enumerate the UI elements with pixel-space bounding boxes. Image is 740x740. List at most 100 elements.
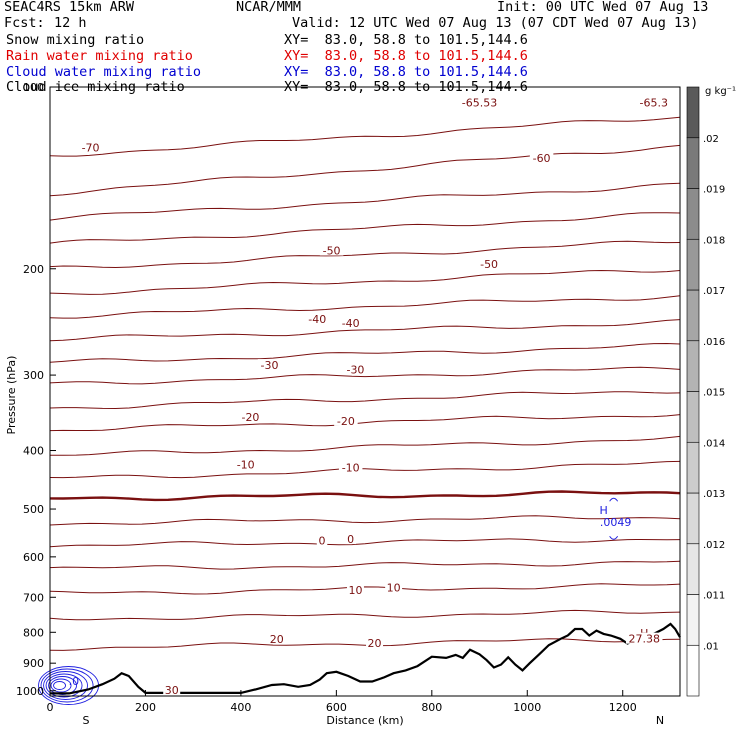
temperature-contour <box>49 182 681 221</box>
colorbar-swatch <box>686 441 700 494</box>
temperature-contours <box>49 116 681 651</box>
org-label: NCAR/MMM <box>236 0 302 15</box>
contour-label-bg <box>334 414 358 426</box>
x-tick-label: 400 <box>230 701 251 714</box>
colorbar-unit: g kg⁻¹ <box>705 86 736 97</box>
colorbar-swatch <box>686 238 700 291</box>
fcst-value: 12 h <box>54 15 87 31</box>
contour-label: -60 <box>533 152 551 165</box>
y-tick-label: 900 <box>23 657 44 670</box>
x-end-label-south: S <box>83 714 90 727</box>
contour-label: -40 <box>308 313 326 326</box>
contour-label-bg <box>305 312 330 324</box>
y-tick-label: 100 <box>23 81 44 94</box>
contour-label: 10 <box>348 584 362 597</box>
colorbar-swatch <box>686 188 700 240</box>
y-axis-title: Pressure (hPa) <box>5 356 18 435</box>
cloud-water-label: .0 <box>69 675 80 688</box>
colorbar-tick-label: .019 <box>703 185 725 196</box>
temperature-contour <box>49 515 681 526</box>
temperature-contour <box>49 583 681 595</box>
temperature-contour <box>49 391 681 410</box>
temperature-contour <box>49 319 681 342</box>
contour-label-bg <box>638 626 650 638</box>
y-tick-label: 800 <box>23 626 44 639</box>
y-tick-label: 400 <box>23 445 44 458</box>
colorbar-tick-label: .02 <box>703 134 719 145</box>
contour-label: -30 <box>346 364 364 377</box>
contour-label: -65.3 <box>640 97 668 110</box>
contour-label-bg <box>343 363 368 375</box>
colorbar-swatch <box>686 86 700 139</box>
y-tick-label: 700 <box>23 591 44 604</box>
model-title: SEAC4RS 15km ARW <box>4 0 135 15</box>
contour-label-bg <box>338 317 363 329</box>
colorbar-swatch <box>686 594 700 646</box>
contour-label-bg <box>366 637 384 649</box>
contour-label-bg <box>316 534 328 546</box>
x-end-label-north: N <box>656 714 664 727</box>
contour-label-bg <box>268 632 286 644</box>
colorbar-tick-label: .017 <box>703 286 725 297</box>
field-snow-name: Snow mixing ratio <box>6 32 145 48</box>
contour-label-bg <box>345 533 356 545</box>
x-tick-label: 600 <box>326 701 347 714</box>
contour-label-bg <box>238 411 263 423</box>
x-axis-title: Distance (km) <box>326 714 403 727</box>
x-tick-label: 1200 <box>609 701 637 714</box>
colorbar-tick-label: .011 <box>703 591 725 602</box>
temperature-contour <box>50 435 681 456</box>
contour-label-bg <box>78 141 103 153</box>
cloud-water-max-marker: H <box>599 504 607 517</box>
temperature-contour <box>49 414 681 432</box>
contour-label: 20 <box>368 637 382 650</box>
y-tick-label: 600 <box>23 551 44 564</box>
colorbar: .01 .011 .012 .013 .014 .015 .016 .017 .018 .019.… <box>686 86 725 697</box>
colorbar-swatch <box>686 644 700 697</box>
colorbar-swatch <box>686 492 700 545</box>
colorbar-swatch <box>686 137 700 189</box>
colorbar-swatch <box>686 543 700 595</box>
contour-label: -20 <box>337 415 355 428</box>
field-rain-xy: XY= 83.0, 58.8 to 101.5,144.6 <box>284 48 528 64</box>
init-time: Init: 00 UTC Wed 07 Aug 13 <box>497 0 709 15</box>
plot-header: SEAC4RS 15km ARW NCAR/MMM Init: 00 UTC W… <box>0 0 740 100</box>
temperature-contour <box>49 212 681 244</box>
contour-labels: -70 -65.53 -65.3 -60 -50 -50 -40 -40 -30 -30 -20 -2… <box>78 96 672 697</box>
colorbar-swatch <box>686 391 700 443</box>
contour-label-bg <box>233 458 258 470</box>
temperature-contour <box>49 269 681 295</box>
temperature-contour <box>49 144 681 197</box>
contour-label-bg <box>346 583 364 595</box>
contour-label: -30 <box>261 359 279 372</box>
contour-label: 30 <box>165 684 179 697</box>
x-tick-label: 800 <box>421 701 442 714</box>
y-axis: 200 300 400 500 600 700 800 900 1000 100 <box>16 81 56 698</box>
temperature-contour <box>49 560 681 570</box>
field-rain-name: Rain water mixing ratio <box>6 48 193 64</box>
x-tick-label: 200 <box>135 701 156 714</box>
contour-label: -70 <box>82 142 100 155</box>
temperature-contour <box>49 240 681 269</box>
contour-label: -40 <box>342 317 360 330</box>
contour-label: -65.53 <box>462 97 497 110</box>
contour-label: -20 <box>241 411 259 424</box>
temperature-contour <box>49 538 681 548</box>
contour-label-bg <box>257 359 282 371</box>
colorbar-swatch <box>686 340 700 392</box>
y-tick-label: 500 <box>23 503 44 516</box>
cloud-water-contour <box>48 676 77 695</box>
surface-terrain-line <box>50 622 681 695</box>
fcst-label: Fcst: <box>4 15 45 31</box>
cloud-water-contour <box>40 668 94 703</box>
y-tick-label: 300 <box>23 369 44 382</box>
temperature-contour <box>49 116 681 157</box>
colorbar-tick-label: .01 <box>703 641 719 652</box>
temperature-contour <box>49 638 681 651</box>
contour-label-bg <box>477 258 501 270</box>
x-tick-label: 0 <box>47 701 54 714</box>
contour-label-bg <box>635 96 672 108</box>
cloud-water-contours: H.0049 .0 <box>38 497 631 705</box>
field-snow-xy: XY= 83.0, 58.8 to 101.5,144.6 <box>284 32 528 48</box>
